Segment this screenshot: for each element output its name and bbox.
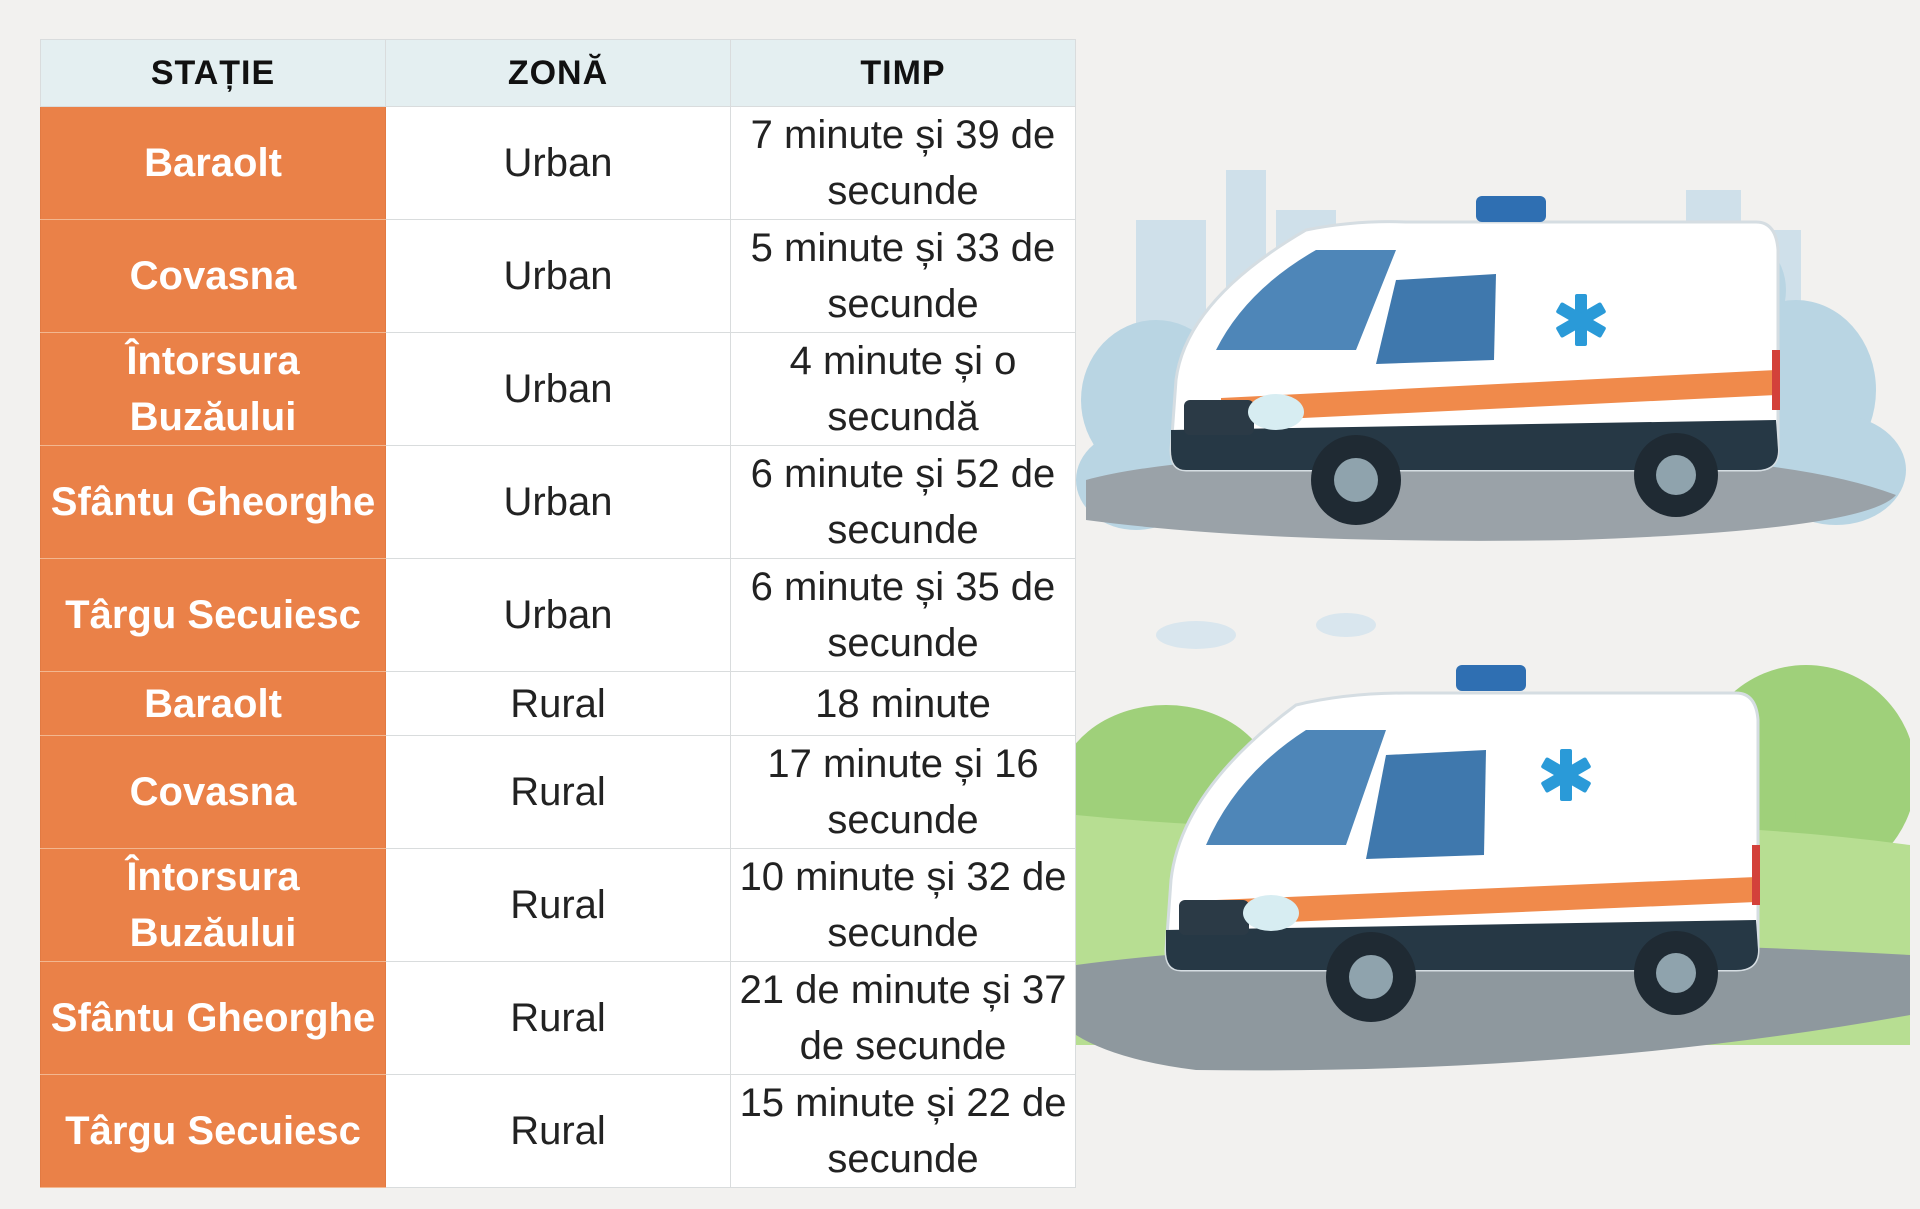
table-row: Baraolt Urban 7 minute și 39 de secunde — [40, 106, 1076, 220]
table-row: Sfântu Gheorghe Urban 6 minute și 52 de … — [40, 445, 1076, 559]
table-row: Covasna Rural 17 minute și 16 secunde — [40, 735, 1076, 849]
zone-cell: Urban — [385, 219, 731, 333]
station-cell: Sfântu Gheorghe — [40, 445, 386, 559]
zone-cell: Urban — [385, 558, 731, 672]
time-cell: 21 de minute și 37 de secunde — [730, 961, 1076, 1075]
time-cell: 6 minute și 35 de secunde — [730, 558, 1076, 672]
response-time-table: STAȚIE ZONĂ TIMP Baraolt Urban 7 minute … — [40, 39, 1076, 1188]
time-cell: 15 minute și 22 de secunde — [730, 1074, 1076, 1188]
header-time: TIMP — [730, 39, 1076, 107]
time-cell: 17 minute și 16 secunde — [730, 735, 1076, 849]
station-cell: Covasna — [40, 219, 386, 333]
station-cell: Întorsura Buzăului — [40, 332, 386, 446]
ambulance-van — [1164, 665, 1760, 1022]
station-cell: Târgu Secuiesc — [40, 558, 386, 672]
table-row: Baraolt Rural 18 minute — [40, 671, 1076, 736]
time-cell: 6 minute și 52 de secunde — [730, 445, 1076, 559]
rural-ambulance-illustration — [1076, 613, 1910, 1071]
station-cell: Baraolt — [40, 671, 386, 736]
zone-cell: Urban — [385, 106, 731, 220]
response-time-table-container: STAȚIE ZONĂ TIMP Baraolt Urban 7 minute … — [40, 39, 1076, 1188]
zone-cell: Rural — [385, 1074, 731, 1188]
table-header-row: STAȚIE ZONĂ TIMP — [40, 39, 1076, 107]
zone-cell: Rural — [385, 735, 731, 849]
time-cell: 5 minute și 33 de secunde — [730, 219, 1076, 333]
header-station: STAȚIE — [40, 39, 386, 107]
table-row: Sfântu Gheorghe Rural 21 de minute și 37… — [40, 961, 1076, 1075]
table-row: Târgu Secuiesc Urban 6 minute și 35 de s… — [40, 558, 1076, 672]
station-cell: Covasna — [40, 735, 386, 849]
zone-cell: Rural — [385, 671, 731, 736]
station-cell: Sfântu Gheorghe — [40, 961, 386, 1075]
zone-cell: Urban — [385, 332, 731, 446]
table-row: Târgu Secuiesc Rural 15 minute și 22 de … — [40, 1074, 1076, 1188]
zone-cell: Urban — [385, 445, 731, 559]
header-zone: ZONĂ — [385, 39, 731, 107]
zone-cell: Rural — [385, 961, 731, 1075]
urban-ambulance-illustration — [1076, 170, 1906, 541]
station-cell: Târgu Secuiesc — [40, 1074, 386, 1188]
station-cell: Baraolt — [40, 106, 386, 220]
star-of-life-icon — [1556, 294, 1606, 346]
table-row: Covasna Urban 5 minute și 33 de secunde — [40, 219, 1076, 333]
table-row: Întorsura Buzăului Rural 10 minute și 32… — [40, 848, 1076, 962]
station-cell: Întorsura Buzăului — [40, 848, 386, 962]
time-cell: 4 minute și o secundă — [730, 332, 1076, 446]
sky-clouds — [1156, 613, 1376, 649]
time-cell: 7 minute și 39 de secunde — [730, 106, 1076, 220]
ambulance-van — [1169, 196, 1780, 525]
zone-cell: Rural — [385, 848, 731, 962]
table-row: Întorsura Buzăului Urban 4 minute și o s… — [40, 332, 1076, 446]
time-cell: 10 minute și 32 de secunde — [730, 848, 1076, 962]
time-cell: 18 minute — [730, 671, 1076, 736]
star-of-life-icon — [1541, 749, 1591, 801]
